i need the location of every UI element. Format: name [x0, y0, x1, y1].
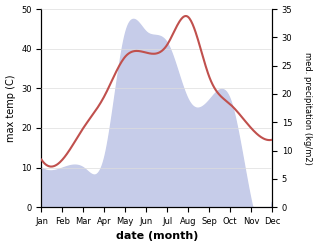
- Y-axis label: max temp (C): max temp (C): [5, 74, 16, 142]
- X-axis label: date (month): date (month): [115, 231, 198, 242]
- Y-axis label: med. precipitation (kg/m2): med. precipitation (kg/m2): [303, 52, 313, 165]
